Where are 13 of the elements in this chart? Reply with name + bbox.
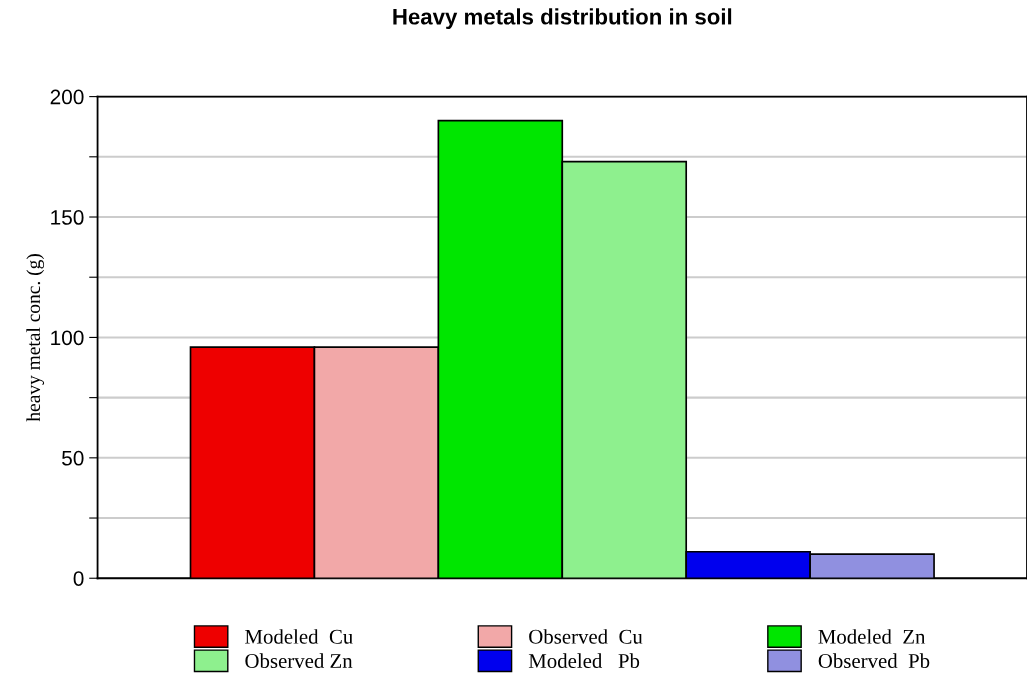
y-tick-label: 150	[51, 210, 84, 225]
chart-title: Heavy metals distribution in soil	[393, 8, 732, 29]
legend-label: Modeled Pb	[528, 653, 640, 669]
y-axis-title: heavy metal conc. (g)	[26, 254, 45, 422]
y-tick-label: 100	[51, 330, 84, 346]
legend-label: Modeled Cu	[245, 629, 353, 644]
legend-label: Observed Pb	[818, 653, 930, 669]
legend-label: Observed Cu	[529, 629, 643, 644]
y-tick-label: 0	[73, 571, 84, 586]
legend-label: Modeled Zn	[818, 629, 926, 644]
y-tick-label: 200	[50, 89, 84, 105]
y-tick-label: 50	[62, 450, 84, 466]
legend-label: Observed Zn	[245, 653, 353, 669]
